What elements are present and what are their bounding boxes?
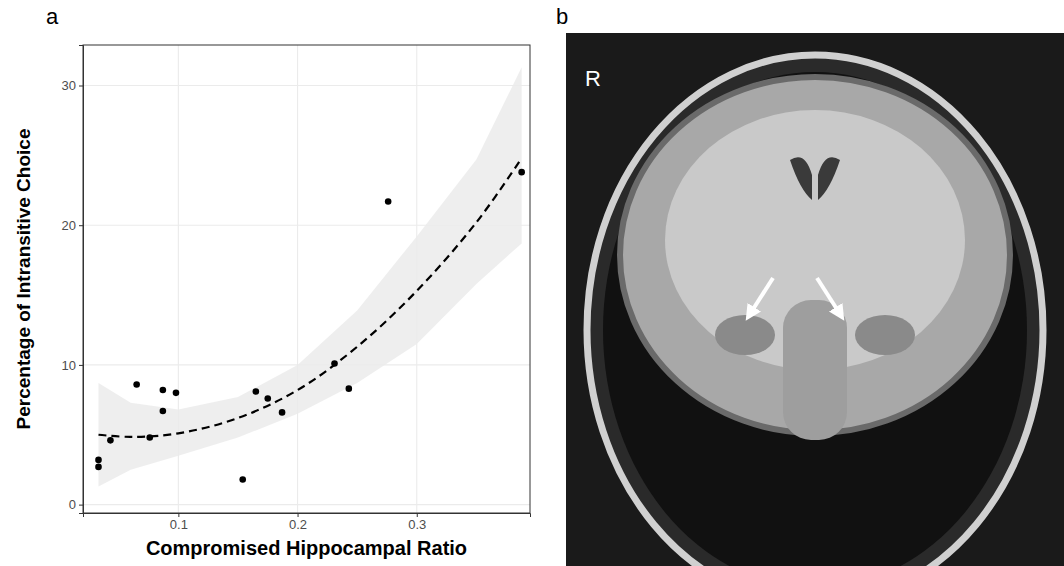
tick: 0.1	[170, 513, 188, 532]
data-point	[239, 476, 246, 483]
data-point	[279, 409, 286, 416]
hippocampus-right	[715, 315, 775, 355]
x-axis: 0.1 0.2 0.3	[84, 513, 531, 532]
tick-label: 20	[62, 218, 76, 233]
data-point	[133, 381, 140, 388]
fit-line	[98, 158, 521, 437]
tick: 20	[62, 218, 83, 233]
grid-line-x	[297, 45, 298, 513]
tick: 30	[62, 78, 83, 93]
data-point	[518, 169, 525, 176]
data-point	[95, 457, 102, 464]
x-axis-title: Compromised Hippocampal Ratio	[146, 537, 467, 559]
plot-background	[83, 45, 530, 513]
grid-line-y	[83, 85, 530, 86]
data-point	[107, 437, 114, 444]
tick-label: 0.2	[289, 517, 307, 532]
side-label: R	[585, 66, 601, 91]
tick-label: 0.3	[408, 517, 426, 532]
tick-label: 0.1	[170, 517, 188, 532]
arrows	[750, 278, 840, 314]
tick-label: 30	[62, 78, 76, 93]
confidence-band	[98, 67, 521, 486]
ventricles	[790, 157, 840, 200]
data-point	[253, 388, 260, 395]
y-axis: 0 10 20 30	[62, 46, 84, 514]
data-point	[264, 395, 271, 402]
arrow	[750, 278, 773, 314]
tick-mark	[79, 225, 83, 226]
tick: 0.2	[289, 513, 307, 532]
scan-image	[566, 33, 1064, 566]
tick: 10	[62, 358, 83, 373]
hippocampus-left	[855, 315, 915, 355]
plot-frame	[83, 45, 530, 513]
figure: 0.1 0.2 0.3 0 10 20 30 Compromised Hippocampal …	[0, 0, 1064, 566]
skull	[603, 72, 1027, 566]
brainstem	[783, 300, 847, 440]
grid-line-y	[83, 504, 530, 505]
tick-label: 0	[69, 497, 76, 512]
tick: 0	[69, 497, 83, 512]
tick-mark	[79, 86, 83, 87]
y-axis-title: Percentage of Intransitive Choice	[13, 129, 34, 430]
data-point	[385, 198, 392, 205]
scalp	[587, 55, 1043, 566]
data-point	[173, 390, 180, 397]
data-point	[160, 387, 167, 394]
axis-line	[79, 46, 84, 514]
grid	[83, 45, 530, 513]
panel-label: a	[46, 4, 59, 29]
data-point	[160, 408, 167, 415]
data-point	[95, 464, 102, 471]
panel-label: b	[556, 4, 568, 29]
tick-mark	[79, 505, 83, 506]
plot-marks	[95, 67, 525, 486]
tick-mark	[79, 365, 83, 366]
arrow	[817, 278, 840, 314]
tick-label: 10	[62, 358, 76, 373]
data-point	[346, 385, 353, 392]
tick: 0.3	[408, 513, 426, 532]
